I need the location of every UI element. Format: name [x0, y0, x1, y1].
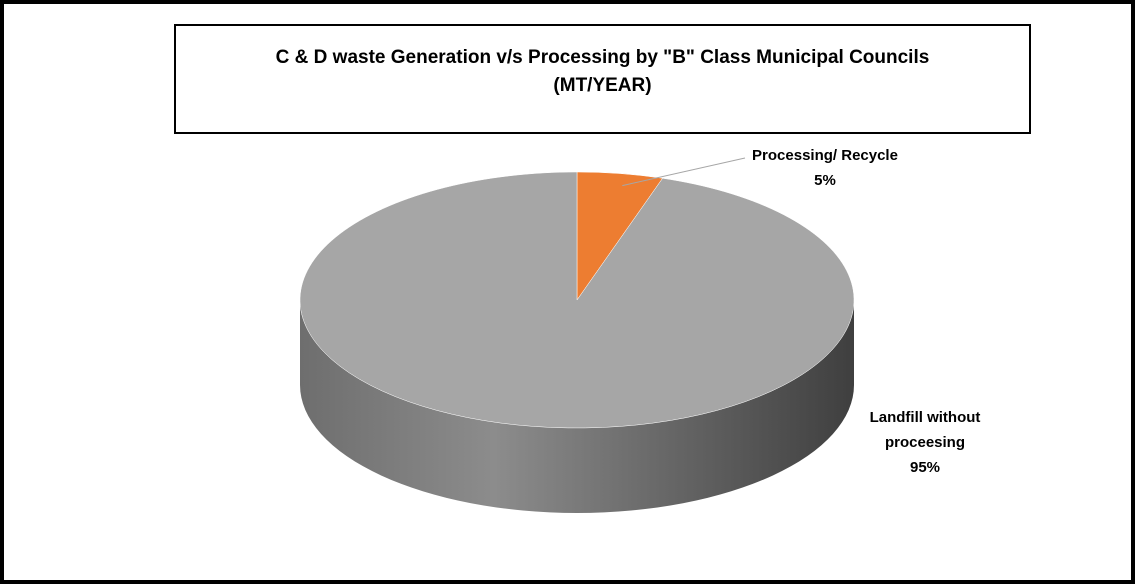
slice-label: Processing/ Recycle 5%: [740, 143, 910, 193]
chart-title: C & D waste Generation v/s Processing by…: [275, 47, 930, 68]
slice-name: Processing/ Recycle: [752, 147, 898, 164]
chart-subtitle: (MT/YEAR): [553, 75, 652, 96]
slice-value: 5%: [814, 172, 836, 189]
pie-slice: [299, 171, 855, 429]
leader-line: [622, 157, 746, 187]
slice-label: Landfill without proceesing 95%: [840, 405, 1010, 480]
slice-value: 95%: [909, 459, 941, 476]
slice-name: Landfill without proceesing: [869, 409, 981, 451]
title-box: C & D waste Generation v/s Processing by…: [174, 24, 1031, 134]
pie-side: [300, 300, 854, 513]
